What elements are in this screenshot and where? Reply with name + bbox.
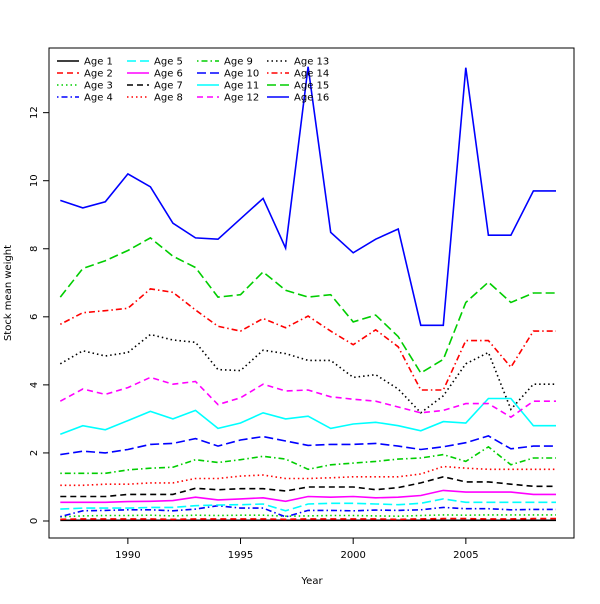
- legend-label: Age 3: [84, 81, 113, 92]
- legend-label: Age 9: [224, 57, 253, 68]
- series-line-age-11: [60, 397, 556, 435]
- y-tick-label: 0: [29, 518, 40, 524]
- series-line-age-16: [60, 66, 556, 327]
- x-tick-label: 1995: [228, 550, 253, 561]
- legend-label: Age 16: [294, 93, 329, 104]
- x-axis: 1990 1995 2000 2005: [115, 537, 479, 561]
- series-line-age-13: [59, 333, 556, 414]
- series-line-age-2: [60, 517, 556, 521]
- y-axis: 0 2 4 6 8 10 12: [29, 106, 50, 524]
- legend-label: Age 14: [294, 69, 329, 80]
- series-line-age-9: [60, 445, 556, 475]
- x-tick-label: 2000: [340, 550, 365, 561]
- legend-label: Age 4: [84, 93, 113, 104]
- legend-label: Age 1: [84, 57, 113, 68]
- x-tick-label: 2005: [453, 550, 478, 561]
- series-line-age-5: [60, 498, 556, 512]
- series-line-age-4: [60, 504, 556, 518]
- legend-label: Age 7: [154, 81, 183, 92]
- legend-label: Age 10: [224, 69, 259, 80]
- plot-frame: [48, 47, 575, 539]
- y-tick-label: 10: [29, 174, 40, 187]
- series-line-age-12: [59, 376, 556, 419]
- x-axis-label: Year: [300, 576, 323, 587]
- series-line-age-14: [59, 288, 556, 391]
- series-layer: [59, 66, 556, 522]
- y-axis-label: Stock mean weight: [3, 245, 14, 341]
- legend-label: Age 8: [154, 93, 183, 104]
- y-tick-label: 4: [29, 382, 40, 388]
- y-tick-label: 8: [29, 246, 40, 252]
- y-tick-label: 12: [29, 106, 40, 119]
- y-tick-label: 2: [29, 450, 40, 456]
- legend-label: Age 11: [224, 81, 259, 92]
- legend-label: Age 12: [224, 93, 259, 104]
- series-line-age-3: [60, 514, 556, 518]
- y-tick-label: 6: [29, 314, 40, 320]
- series-line-age-10: [60, 435, 556, 456]
- x-tick-label: 1990: [115, 550, 140, 561]
- series-line-age-8: [60, 465, 556, 487]
- series-line-age-7: [60, 475, 556, 498]
- legend-label: Age 5: [154, 57, 183, 68]
- legend-label: Age 13: [294, 57, 329, 68]
- legend-label: Age 15: [294, 81, 329, 92]
- legend-label: Age 2: [84, 69, 113, 80]
- series-line-age-15: [59, 236, 556, 375]
- series-line-age-6: [60, 489, 556, 504]
- legend-label: Age 6: [154, 69, 183, 80]
